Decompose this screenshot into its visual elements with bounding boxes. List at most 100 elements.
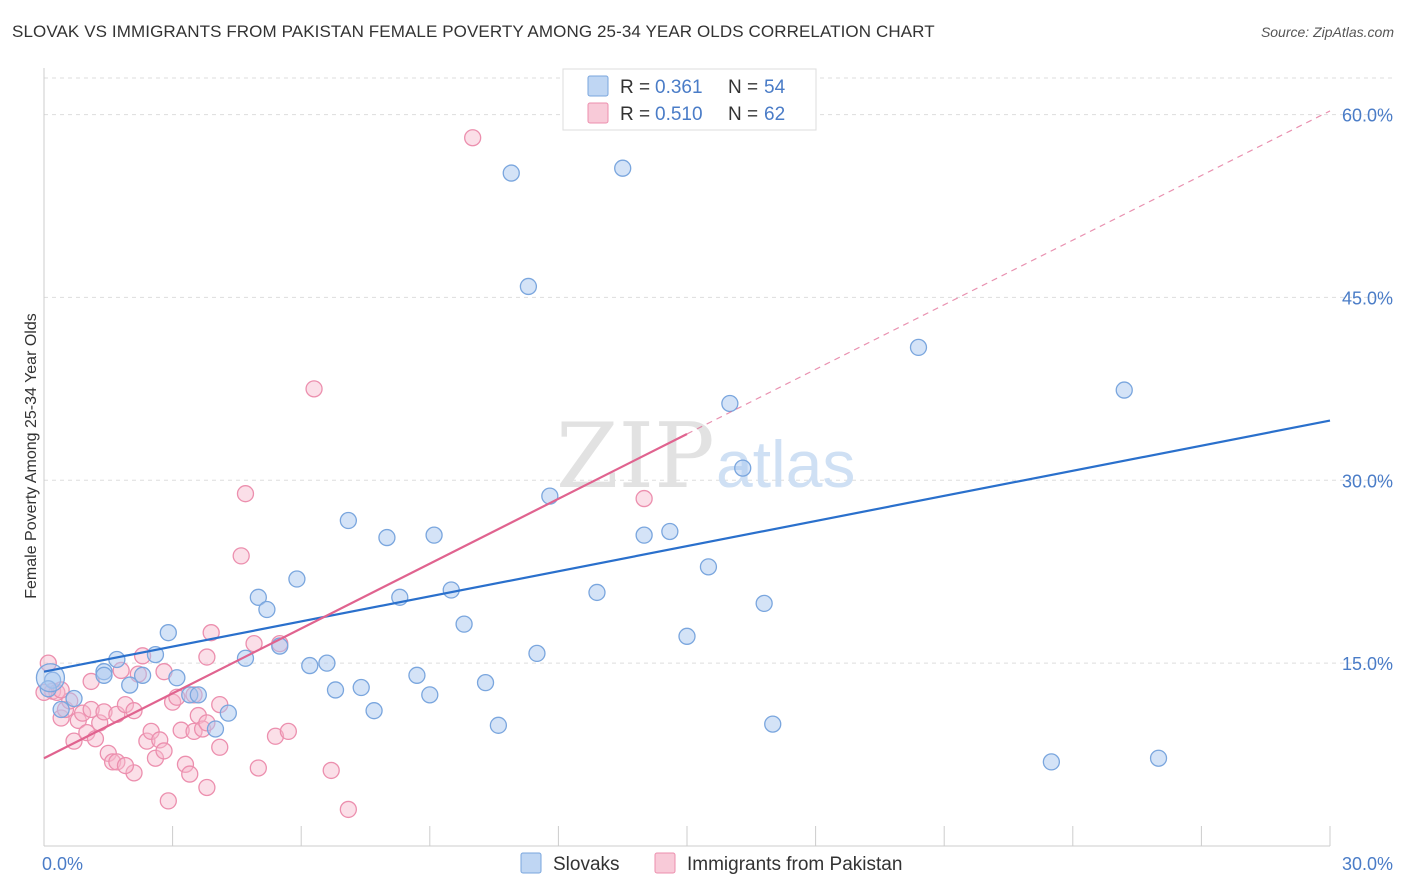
slovak-point — [121, 676, 139, 694]
y-tick-labels: 15.0% 30.0% 45.0% 60.0% — [1342, 106, 1393, 675]
pakistan-point — [151, 731, 169, 749]
slovak-point — [258, 600, 276, 619]
slovak-point — [39, 680, 57, 698]
slovak-point — [378, 528, 396, 547]
slovak-point — [661, 522, 679, 541]
slovak-point — [318, 654, 336, 672]
pakistan-point — [176, 755, 195, 773]
trend-lines — [43, 110, 1331, 760]
x-tick-label-min: 0.0% — [42, 854, 83, 874]
slovak-point — [339, 511, 358, 530]
pakistan-point — [155, 742, 173, 760]
source-label: Source: ZipAtlas.com — [1260, 24, 1394, 40]
pakistan-point — [464, 129, 482, 147]
pakistan-point — [279, 722, 297, 741]
slovak-point — [1149, 749, 1168, 767]
slovak-point — [721, 394, 739, 413]
slovak-point — [65, 689, 83, 708]
stats-legend-swatch-pakistan — [587, 102, 609, 124]
slovak-point — [519, 277, 538, 296]
pakistan-trend-extension — [686, 110, 1331, 435]
watermark: ZIP atlas — [556, 404, 855, 509]
slovak-point — [541, 487, 559, 505]
slovak-point — [1042, 753, 1061, 771]
slovak-point — [764, 715, 782, 733]
pakistan-point — [103, 753, 122, 771]
pakistan-point — [82, 700, 100, 719]
y-tick-label: 30.0% — [1342, 471, 1393, 491]
slovak-trend-line — [43, 419, 1331, 673]
pakistan-point — [236, 485, 255, 503]
series-legend-swatch-slovaks — [520, 852, 542, 874]
slovak-point-cluster — [35, 663, 66, 693]
slovak-point — [421, 686, 439, 704]
slovak-point — [408, 666, 426, 684]
stats-legend-swatch-slovaks — [587, 75, 609, 97]
slovak-point — [502, 164, 520, 182]
pakistan-point — [266, 727, 285, 745]
slovak-point — [219, 704, 237, 722]
r-value-slovaks: 0.361 — [655, 77, 703, 98]
slovak-point — [326, 681, 345, 699]
pakistan-point — [116, 695, 135, 714]
series-legend: Slovaks Immigrants from Pakistan — [520, 852, 902, 875]
slovak-point — [425, 526, 443, 544]
series-legend-label-pakistan: Immigrants from Pakistan — [687, 854, 902, 875]
slovak-point — [288, 570, 306, 588]
pakistan-point — [116, 756, 135, 775]
slovak-points — [35, 159, 1168, 771]
pakistan-point — [198, 648, 216, 666]
pakistan-point — [211, 738, 229, 756]
slovak-point — [95, 666, 113, 684]
slovak-point — [476, 673, 495, 692]
y-axis-label: Female Poverty Among 25-34 Year Olds — [23, 313, 40, 599]
slovak-point — [365, 702, 383, 720]
slovak-point — [678, 627, 696, 645]
pakistan-point — [635, 489, 653, 508]
n-value-pakistan: 62 — [764, 104, 785, 125]
pakistan-point — [159, 792, 177, 810]
pakistan-point — [73, 704, 92, 722]
series-legend-label-slovaks: Slovaks — [553, 854, 620, 875]
pakistan-point — [249, 759, 267, 777]
pakistan-trend-line — [43, 432, 688, 760]
stats-legend: R = 0.361 N = 54 R = 0.510 N = 62 — [562, 68, 817, 131]
y-tick-label: 60.0% — [1342, 106, 1393, 126]
watermark-zip: ZIP — [556, 404, 715, 509]
pakistan-point — [172, 721, 190, 739]
grid-lines — [44, 77, 1392, 664]
slovak-point — [699, 558, 718, 576]
pakistan-point — [198, 778, 216, 797]
pakistan-point — [181, 765, 199, 783]
x-tick-label-max: 30.0% — [1342, 854, 1393, 874]
pakistan-point — [108, 753, 126, 771]
axes — [43, 68, 1331, 847]
chart-title: SLOVAK VS IMMIGRANTS FROM PAKISTAN FEMAL… — [12, 22, 935, 41]
slovak-point — [206, 720, 225, 738]
slovak-point — [159, 624, 177, 642]
slovak-point — [189, 686, 207, 704]
pakistan-point — [95, 703, 113, 721]
pakistan-point — [305, 380, 323, 398]
slovak-point — [909, 338, 928, 357]
n-label-slovaks: N = — [728, 77, 758, 98]
slovak-point — [755, 594, 773, 613]
r-label-slovaks: R = — [620, 77, 650, 98]
slovak-point — [301, 656, 319, 675]
r-value-pakistan: 0.510 — [655, 104, 703, 125]
y-tick-label: 15.0% — [1342, 654, 1393, 674]
slovak-point — [489, 716, 508, 734]
series-legend-swatch-pakistan — [654, 852, 676, 874]
slovak-point — [168, 669, 186, 687]
slovak-point — [352, 678, 370, 697]
slovak-point — [1115, 381, 1133, 399]
slovak-point — [614, 159, 632, 177]
slovak-point — [635, 526, 653, 544]
slovak-point — [455, 615, 473, 633]
pakistan-point — [202, 624, 220, 642]
pakistan-point — [138, 732, 156, 750]
slovak-point — [588, 583, 606, 602]
slovak-point — [249, 588, 267, 606]
x-tick-labels: 0.0% 30.0% — [42, 854, 1393, 874]
